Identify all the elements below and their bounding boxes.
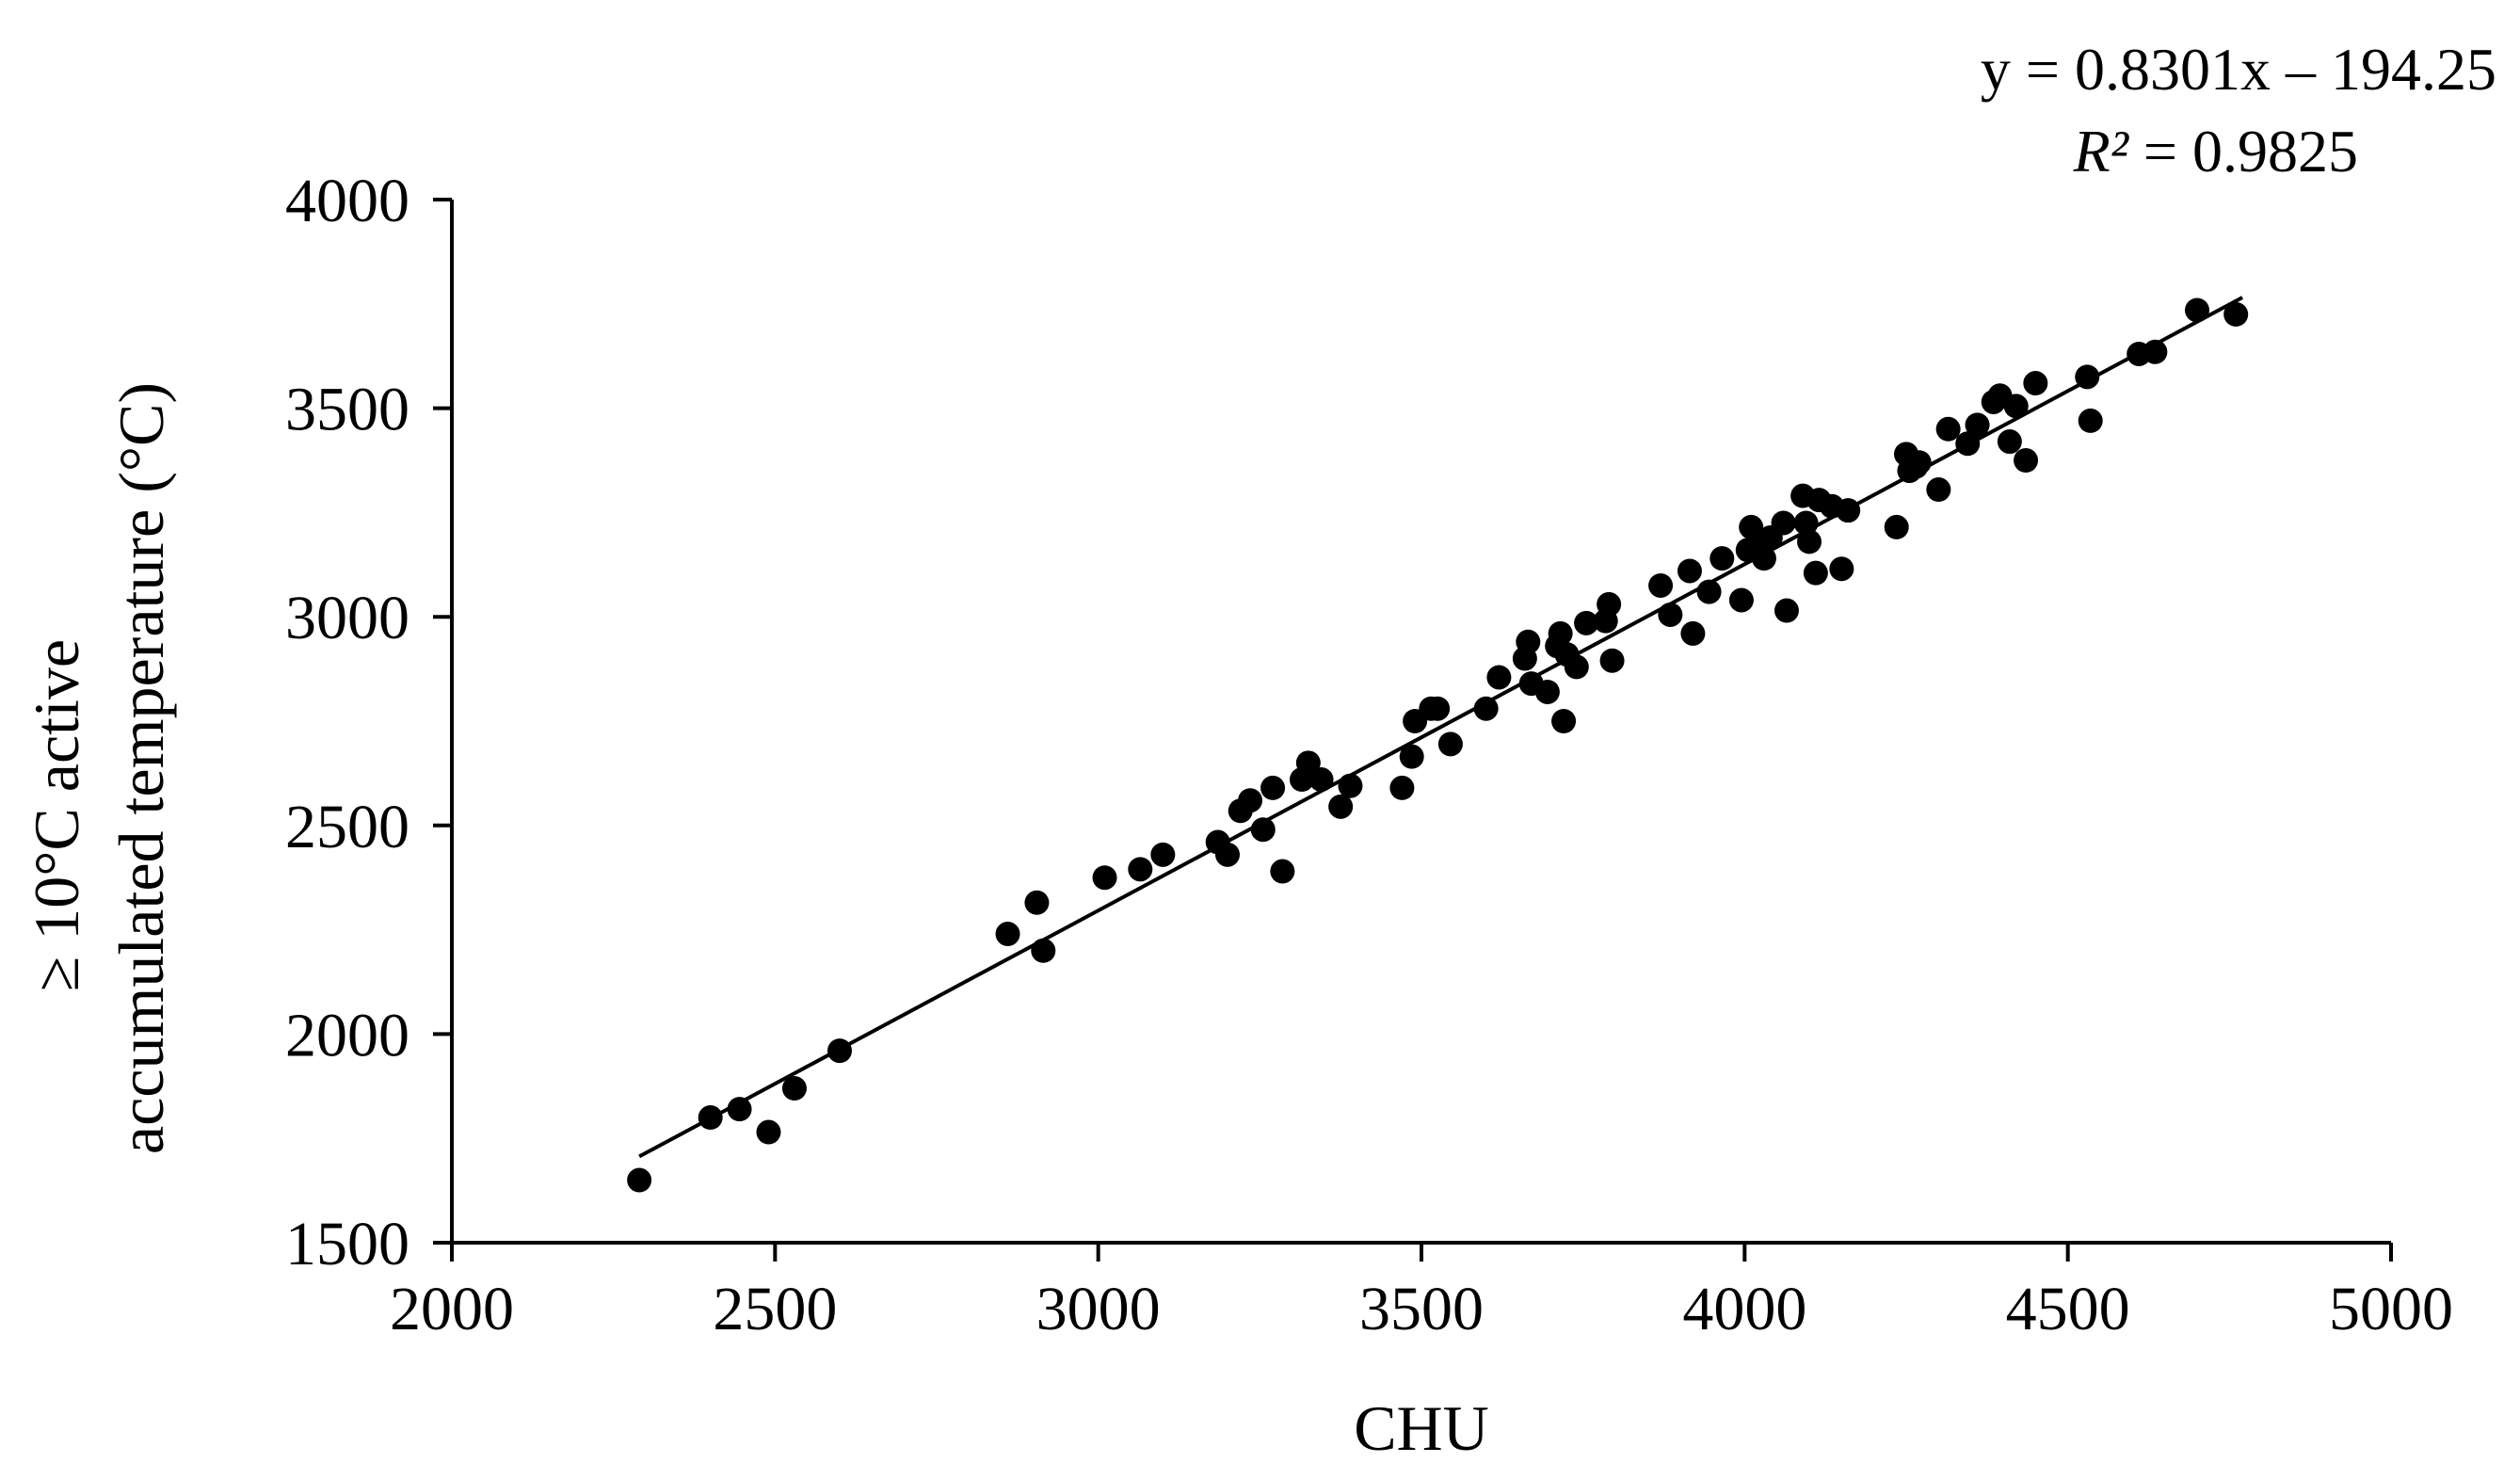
data-point [1150, 842, 1176, 867]
x-tick-label: 3500 [1359, 1275, 1484, 1343]
data-point [756, 1119, 781, 1145]
r-squared-label: R² = 0.9825 [2073, 118, 2358, 185]
x-axis-title: CHU [1354, 1392, 1489, 1464]
data-point [1260, 775, 1286, 800]
data-point [995, 922, 1020, 947]
y-tick-label: 3000 [285, 584, 409, 652]
y-tick-label: 2500 [285, 793, 409, 861]
data-point [1793, 510, 1819, 536]
data-point [1829, 556, 1854, 582]
data-point [727, 1097, 752, 1122]
data-point [1935, 416, 1961, 442]
data-point [1751, 546, 1776, 571]
data-point [1024, 890, 1050, 915]
data-point [1728, 587, 1754, 613]
data-point [1399, 744, 1424, 769]
data-point [1739, 514, 1764, 539]
y-ticks: 1500 2000 2500 3000 3500 4000 [285, 167, 452, 1278]
x-tick-label: 3000 [1036, 1275, 1161, 1343]
data-point [2023, 371, 2048, 396]
data-point [1884, 514, 1909, 539]
data-point [1965, 412, 1990, 438]
data-point [1338, 773, 1363, 798]
data-point [781, 1076, 807, 1101]
data-point [1955, 431, 1981, 457]
data-point [1564, 654, 1589, 680]
data-point [1926, 477, 1951, 503]
data-point [1215, 842, 1240, 867]
data-point [1270, 859, 1295, 884]
x-ticks: 2000 2500 3000 3500 4000 4500 5000 [390, 1243, 2453, 1343]
data-point [2078, 408, 2103, 433]
r-squared-value: = 0.9825 [2128, 118, 2358, 185]
data-point [1031, 938, 1056, 963]
data-point [1677, 558, 1702, 584]
data-point [1295, 750, 1321, 776]
data-point [1548, 620, 1573, 646]
data-point [1696, 579, 1722, 604]
data-point [1836, 498, 1861, 523]
data-point [698, 1105, 723, 1131]
data-point [827, 1038, 852, 1064]
x-tick-label: 4000 [1682, 1275, 1806, 1343]
data-point [1997, 429, 2022, 455]
data-point [2075, 364, 2100, 390]
data-point [1128, 857, 1153, 882]
regression-equation: y = 0.8301x – 194.25 [1981, 36, 2496, 103]
y-tick-label: 1500 [285, 1210, 409, 1278]
data-point [1328, 794, 1354, 819]
data-point [1473, 696, 1499, 721]
data-point [1680, 620, 1706, 646]
data-point [2143, 339, 2168, 364]
data-point [1599, 648, 1625, 673]
y-axis-title-line-2: accumulated temperature (°C) [105, 382, 177, 1154]
x-tick-label: 4500 [2006, 1275, 2130, 1343]
x-tick-label: 5000 [2329, 1275, 2453, 1343]
data-points [627, 297, 2249, 1193]
y-tick-label: 2000 [285, 1001, 409, 1069]
data-point [1797, 529, 1822, 555]
x-tick-label: 2000 [390, 1275, 514, 1343]
data-point [2014, 448, 2039, 473]
data-point [1803, 560, 1828, 586]
data-point [1551, 709, 1577, 733]
data-point [1597, 591, 1622, 617]
data-point [1648, 572, 1674, 598]
data-point [1774, 598, 1799, 623]
data-point [1092, 865, 1117, 891]
data-point [2003, 394, 2029, 419]
data-point [1238, 788, 1263, 813]
data-point [1308, 767, 1334, 793]
y-tick-label: 4000 [285, 167, 409, 235]
data-point [1771, 510, 1796, 536]
data-point [1658, 602, 1683, 627]
data-point [1709, 546, 1735, 571]
data-point [1534, 679, 1560, 704]
data-point [1574, 610, 1599, 635]
data-point [1250, 817, 1276, 843]
data-point [2185, 297, 2209, 323]
y-tick-label: 3500 [285, 376, 409, 444]
data-point [1486, 665, 1512, 690]
data-point [1516, 629, 1541, 654]
data-point [2223, 301, 2249, 327]
data-point [1389, 775, 1415, 800]
data-point [1906, 450, 1932, 475]
trendline [638, 296, 2244, 1159]
y-axis-title-line-1: ≥ 10°C active [21, 639, 92, 991]
data-point [627, 1167, 652, 1193]
data-point [1437, 731, 1463, 757]
x-tick-label: 2500 [713, 1275, 837, 1343]
data-point [1425, 696, 1451, 721]
r-squared-symbol: R² [2073, 118, 2130, 185]
